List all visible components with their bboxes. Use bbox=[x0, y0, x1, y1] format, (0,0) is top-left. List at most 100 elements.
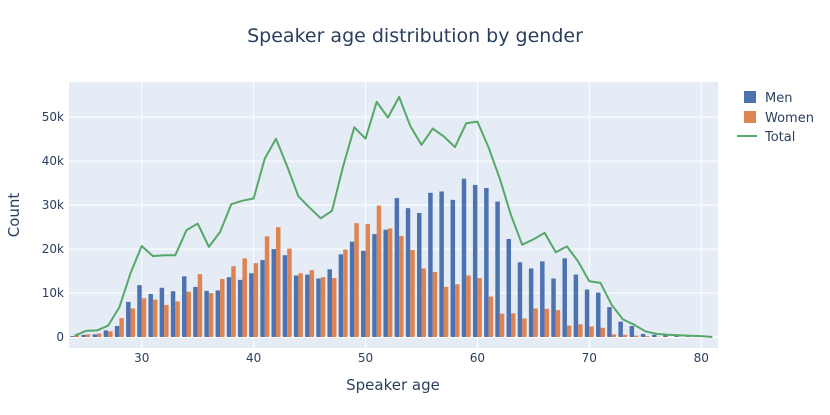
legend-item-total[interactable]: Total bbox=[737, 130, 795, 145]
bar-women[interactable] bbox=[242, 258, 247, 338]
bar-women[interactable] bbox=[175, 301, 180, 338]
bar-men[interactable] bbox=[472, 184, 478, 338]
bar-men[interactable] bbox=[517, 262, 523, 338]
bar-women[interactable] bbox=[600, 327, 605, 338]
legend-item-women[interactable]: Women bbox=[744, 111, 814, 126]
bar-women[interactable] bbox=[276, 227, 281, 338]
bar-women[interactable] bbox=[152, 299, 158, 338]
bar-men[interactable] bbox=[416, 213, 422, 338]
bar-women[interactable] bbox=[544, 308, 550, 338]
bar-men[interactable] bbox=[562, 258, 567, 338]
bar-women[interactable] bbox=[231, 266, 236, 338]
bar-women[interactable] bbox=[186, 291, 191, 338]
bar-men[interactable] bbox=[237, 279, 243, 338]
bar-women[interactable] bbox=[264, 236, 270, 338]
bar-men[interactable] bbox=[182, 276, 187, 338]
bar-women[interactable] bbox=[119, 318, 124, 338]
bar-men[interactable] bbox=[484, 187, 489, 338]
bar-men[interactable] bbox=[204, 290, 209, 338]
bar-women[interactable] bbox=[611, 334, 617, 338]
bar-men[interactable] bbox=[271, 249, 277, 338]
bar-men[interactable] bbox=[215, 290, 221, 338]
bar-women[interactable] bbox=[108, 331, 113, 338]
bar-women[interactable] bbox=[455, 284, 460, 338]
legend-item-men[interactable]: Men bbox=[744, 91, 792, 106]
bar-women[interactable] bbox=[298, 273, 303, 338]
bar-men[interactable] bbox=[70, 336, 75, 338]
bar-men[interactable] bbox=[640, 333, 646, 338]
bar-women[interactable] bbox=[589, 326, 594, 338]
bar-men[interactable] bbox=[405, 208, 411, 338]
bar-men[interactable] bbox=[596, 292, 601, 338]
bar-women[interactable] bbox=[578, 324, 583, 338]
bar-women[interactable] bbox=[96, 333, 102, 338]
bar-men[interactable] bbox=[528, 268, 534, 338]
bar-men[interactable] bbox=[383, 229, 388, 338]
bar-men[interactable] bbox=[148, 293, 153, 338]
bar-men[interactable] bbox=[170, 291, 176, 338]
bar-men[interactable] bbox=[137, 285, 142, 338]
bar-women[interactable] bbox=[141, 298, 147, 338]
bar-women[interactable] bbox=[421, 268, 426, 338]
bar-men[interactable] bbox=[260, 260, 265, 338]
bar-women[interactable] bbox=[331, 278, 337, 338]
bar-men[interactable] bbox=[249, 273, 254, 338]
bar-men[interactable] bbox=[282, 255, 288, 338]
bar-women[interactable] bbox=[197, 274, 203, 338]
bar-men[interactable] bbox=[584, 289, 590, 338]
bar-women[interactable] bbox=[376, 205, 382, 338]
bar-men[interactable] bbox=[439, 191, 444, 338]
bar-men[interactable] bbox=[450, 199, 456, 338]
bar-men[interactable] bbox=[629, 326, 635, 338]
bar-women[interactable] bbox=[253, 263, 259, 338]
bar-women[interactable] bbox=[443, 286, 449, 338]
bar-women[interactable] bbox=[309, 270, 315, 338]
bar-women[interactable] bbox=[208, 293, 214, 338]
bar-women[interactable] bbox=[566, 325, 572, 338]
bar-men[interactable] bbox=[81, 334, 86, 338]
bar-men[interactable] bbox=[461, 178, 467, 338]
bar-men[interactable] bbox=[159, 287, 165, 338]
legend[interactable]: Men Women Total bbox=[737, 91, 814, 145]
bar-men[interactable] bbox=[193, 286, 198, 338]
bar-men[interactable] bbox=[394, 198, 400, 338]
bar-men[interactable] bbox=[349, 241, 355, 338]
bar-women[interactable] bbox=[488, 296, 494, 338]
bar-men[interactable] bbox=[361, 250, 366, 338]
bar-women[interactable] bbox=[432, 271, 438, 338]
bar-men[interactable] bbox=[372, 234, 377, 338]
bar-men[interactable] bbox=[114, 326, 120, 338]
bar-men[interactable] bbox=[618, 321, 623, 338]
bar-men[interactable] bbox=[305, 274, 310, 338]
series-line-total[interactable] bbox=[74, 95, 713, 338]
bar-women[interactable] bbox=[499, 313, 505, 338]
bar-women[interactable] bbox=[477, 278, 482, 338]
bar-women[interactable] bbox=[555, 310, 561, 338]
bar-men[interactable] bbox=[316, 278, 321, 338]
bar-men[interactable] bbox=[506, 238, 511, 338]
bar-women[interactable] bbox=[410, 249, 415, 338]
bar-women[interactable] bbox=[399, 235, 404, 338]
bar-men[interactable] bbox=[551, 278, 556, 338]
bar-men[interactable] bbox=[674, 335, 679, 338]
bar-women[interactable] bbox=[522, 318, 527, 338]
bar-women[interactable] bbox=[343, 249, 348, 338]
bar-men[interactable] bbox=[651, 334, 657, 338]
bar-men[interactable] bbox=[540, 261, 545, 338]
bar-women[interactable] bbox=[466, 275, 471, 338]
bar-women[interactable] bbox=[354, 223, 359, 338]
bar-women[interactable] bbox=[130, 308, 136, 338]
bar-women[interactable] bbox=[164, 304, 169, 338]
bar-women[interactable] bbox=[220, 278, 225, 338]
bar-men[interactable] bbox=[92, 334, 97, 338]
bar-women[interactable] bbox=[387, 228, 393, 338]
bar-men[interactable] bbox=[607, 307, 612, 338]
bar-men[interactable] bbox=[327, 269, 332, 338]
bar-men[interactable] bbox=[573, 274, 579, 338]
bar-women[interactable] bbox=[622, 334, 628, 338]
bar-men[interactable] bbox=[126, 301, 131, 338]
bar-women[interactable] bbox=[634, 335, 639, 338]
bar-men[interactable] bbox=[663, 335, 668, 338]
bar-women[interactable] bbox=[85, 334, 91, 338]
bar-men[interactable] bbox=[103, 330, 109, 338]
